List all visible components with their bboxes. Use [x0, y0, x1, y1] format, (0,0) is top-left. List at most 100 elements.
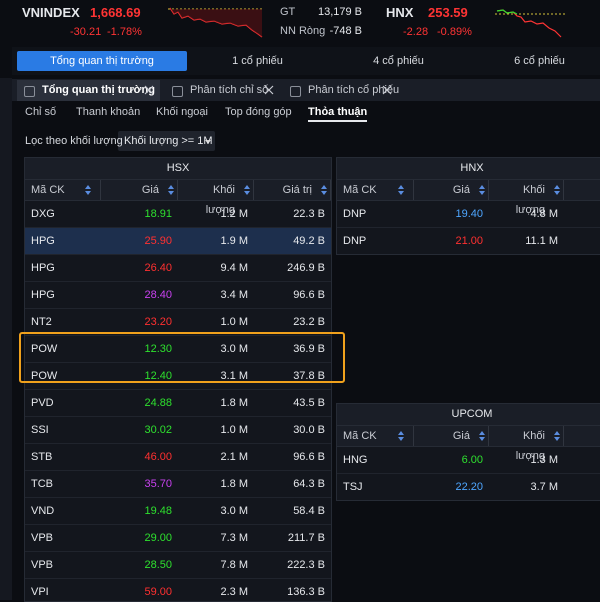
data-row[interactable]: PVD24.881.8 M43.5 B	[25, 390, 331, 417]
window-tab[interactable]: Tổng quan thị trường	[17, 80, 160, 101]
price-cell: 24.88	[101, 390, 178, 416]
stat-value: 13,179 B	[318, 6, 362, 18]
cell: 11.1 M	[489, 228, 564, 254]
sub-tab[interactable]: Khối ngoại	[156, 106, 208, 118]
cell: TCB	[25, 471, 101, 497]
data-row[interactable]: HPG25.901.9 M49.2 B	[25, 228, 331, 255]
cell: 222.3 B	[254, 552, 331, 578]
data-row[interactable]: SSI30.021.0 M30.0 B	[25, 417, 331, 444]
column-header[interactable]: Mã CK	[25, 180, 101, 200]
index-change: -2.28	[403, 26, 428, 38]
header-row: Mã CKGiáKhối lượng	[337, 426, 600, 447]
cell: 1.0 M	[178, 417, 254, 443]
cell: VPB	[25, 552, 101, 578]
filter-value[interactable]: Khối lượng >= 1M	[124, 135, 213, 147]
cell: 2.1 M	[178, 444, 254, 470]
cell: TSJ	[337, 474, 414, 500]
column-header[interactable]: Khối lượng	[178, 180, 254, 200]
cell: 136.3 B	[254, 579, 331, 602]
data-row[interactable]: VND19.483.0 M58.4 B	[25, 498, 331, 525]
stat-label: GT	[280, 6, 295, 18]
cell: 64.3 B	[254, 471, 331, 497]
close-button[interactable]	[264, 84, 274, 96]
price-cell: 25.90	[101, 228, 178, 254]
data-row[interactable]: VPB29.007.3 M211.7 B	[25, 525, 331, 552]
data-row[interactable]: TSJ22.203.7 M	[337, 474, 600, 501]
data-row[interactable]: HNG6.001.3 M	[337, 447, 600, 474]
cell: 1.3 M	[489, 447, 564, 473]
column-header[interactable]: Giá trị	[254, 180, 331, 200]
layout-tab[interactable]: 1 cổ phiếu	[187, 51, 328, 71]
price-cell: 28.40	[101, 282, 178, 308]
tab-label: Tổng quan thị trường	[42, 84, 155, 96]
data-row[interactable]: HPG26.409.4 M246.9 B	[25, 255, 331, 282]
price-cell: 18.91	[101, 201, 178, 227]
price-cell: 22.20	[414, 474, 489, 500]
sub-tab[interactable]: Thỏa thuận	[308, 106, 367, 118]
sub-tab[interactable]: Top đóng góp	[225, 106, 292, 118]
table-title: UPCOM	[337, 404, 600, 426]
index-name: VNINDEX	[22, 5, 80, 20]
column-header[interactable]: Giá	[101, 180, 178, 200]
cell: 30.0 B	[254, 417, 331, 443]
layout-tab[interactable]: 6 cổ phiếu	[469, 51, 600, 71]
sub-tab[interactable]: Chỉ số	[25, 106, 56, 118]
cell: VPI	[25, 579, 101, 602]
price-cell: 26.40	[101, 255, 178, 281]
cell: 1.8 M	[178, 390, 254, 416]
table-title: HSX	[25, 158, 331, 180]
data-row[interactable]: DNP19.404.8 M	[337, 201, 600, 228]
data-row[interactable]: DXG18.911.2 M22.3 B	[25, 201, 331, 228]
price-cell: 35.70	[101, 471, 178, 497]
data-row[interactable]: HPG28.403.4 M96.6 B	[25, 282, 331, 309]
price-cell: 6.00	[414, 447, 489, 473]
cell: HPG	[25, 255, 101, 281]
close-button[interactable]	[144, 84, 154, 96]
price-cell: 28.50	[101, 552, 178, 578]
cell: 3.4 M	[178, 282, 254, 308]
data-row[interactable]: STB46.002.1 M96.6 B	[25, 444, 331, 471]
filter-label: Lọc theo khối lượng	[25, 135, 123, 147]
cell: PVD	[25, 390, 101, 416]
cell: STB	[25, 444, 101, 470]
data-row[interactable]: VPI59.002.3 M136.3 B	[25, 579, 331, 602]
table-title: HNX	[337, 158, 600, 180]
column-header[interactable]: Khối lượng	[489, 426, 564, 446]
cell: 246.9 B	[254, 255, 331, 281]
layout-tab[interactable]: Tổng quan thị trường	[17, 51, 187, 71]
cell: 96.6 B	[254, 282, 331, 308]
cell: 4.8 M	[489, 201, 564, 227]
data-row[interactable]: VPB28.507.8 M222.3 B	[25, 552, 331, 579]
close-button[interactable]	[382, 84, 392, 96]
column-header[interactable]: Mã CK	[337, 426, 414, 446]
window-tab[interactable]: Phân tích cổ phiếu	[283, 80, 398, 101]
column-header[interactable]: Khối lượng	[489, 180, 564, 200]
column-header[interactable]: Giá	[414, 180, 489, 200]
price-cell: 21.00	[414, 228, 489, 254]
index-name: HNX	[386, 5, 413, 20]
data-row[interactable]: DNP21.0011.1 M	[337, 228, 600, 255]
vnindex-sparkline	[168, 4, 264, 42]
index-value: 253.59	[428, 5, 468, 20]
cell: 3.0 M	[178, 498, 254, 524]
index-value: 1,668.69	[90, 5, 141, 20]
stat-value: -748 B	[330, 25, 362, 37]
cell: HPG	[25, 228, 101, 254]
cell: 3.7 M	[489, 474, 564, 500]
cell: 7.8 M	[178, 552, 254, 578]
cell: 9.4 M	[178, 255, 254, 281]
layout-tab[interactable]: 4 cổ phiếu	[328, 51, 469, 71]
index-percent: -1.78%	[107, 26, 142, 38]
sub-tab[interactable]: Thanh khoản	[76, 106, 140, 118]
price-cell: 19.40	[414, 201, 489, 227]
price-cell: 19.48	[101, 498, 178, 524]
table-panel: HNXMã CKGiáKhối lượngDNP19.404.8 MDNP21.…	[336, 157, 600, 255]
column-header[interactable]: Mã CK	[337, 180, 414, 200]
price-cell: 59.00	[101, 579, 178, 602]
cell: DNP	[337, 201, 414, 227]
data-row[interactable]: TCB35.701.8 M64.3 B	[25, 471, 331, 498]
window-tab[interactable]: Phân tích chỉ số	[165, 80, 280, 101]
tab-icon	[24, 86, 35, 97]
column-header[interactable]: Giá	[414, 426, 489, 446]
